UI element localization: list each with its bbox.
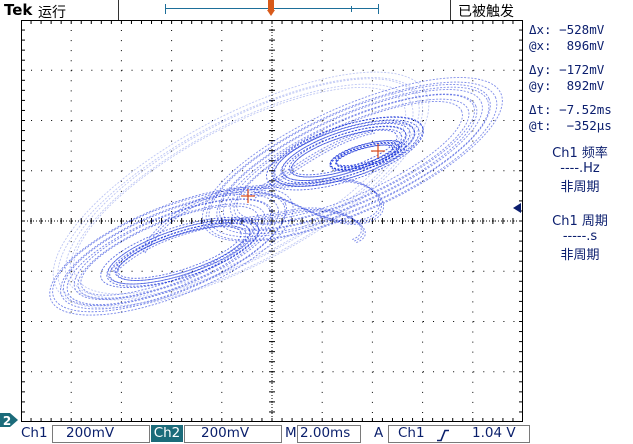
trigger-status: 已被触发	[458, 4, 514, 20]
measurement-value: -----.s	[562, 229, 598, 244]
timebase-value[interactable]: 2.00ms	[300, 425, 351, 441]
measurement-value: ----.Hz	[560, 161, 600, 176]
cursor-at-y: @y: 892mV	[529, 78, 605, 93]
trigger-level-pointer-icon	[513, 203, 521, 213]
ch1-scale-box	[52, 425, 150, 443]
brand-logo: Tek	[4, 1, 33, 19]
measurement-title: Ch1 频率	[552, 146, 608, 161]
ch1-scale[interactable]: 200mV	[66, 425, 115, 441]
cursor-at-x: @x: 896mV	[529, 38, 605, 53]
trigger-position-marker	[267, 0, 275, 16]
top-status-bar: Tek 运行 已被触发	[0, 0, 633, 21]
trigger-box	[388, 425, 530, 443]
measurement-note: 非周期	[560, 248, 600, 263]
xy-trace-plot	[21, 20, 523, 422]
trigger-level[interactable]: 1.04 V	[472, 425, 516, 441]
ch2-position-marker: 2	[0, 413, 18, 428]
rising-edge-icon	[437, 429, 449, 442]
trigger-source[interactable]: Ch1	[398, 425, 425, 441]
measurement-title: Ch1 周期	[552, 214, 608, 229]
ch2-label[interactable]: Ch2	[151, 425, 183, 442]
waveform-display[interactable]	[21, 20, 523, 422]
measurement-ch1-frequency: Ch1 频率 ----.Hz 非周期	[527, 142, 633, 195]
acquisition-status: 运行	[38, 5, 66, 21]
ch1-label[interactable]: Ch1	[21, 425, 48, 441]
timebase-box	[297, 425, 361, 443]
divider	[118, 0, 119, 20]
cursor-at-t: @t: −352µs	[529, 118, 612, 133]
cursor-delta-x: Δx: −528mV	[529, 22, 605, 37]
measurement-note: 非周期	[560, 180, 600, 195]
cursor-delta-y: Δy: −172mV	[529, 62, 605, 77]
cursor-delta-t: Δt: −7.52ms	[529, 102, 612, 117]
readout-panel: Δx: −528mV @x: 896mV Δy: −172mV @y: 892m…	[527, 20, 633, 422]
timebase-label: M	[285, 425, 297, 441]
divider	[450, 0, 451, 20]
ch2-scale-box	[184, 425, 282, 443]
trigger-mode: A	[374, 425, 384, 441]
ch2-scale[interactable]: 200mV	[201, 425, 250, 441]
bottom-status-bar: Ch1 200mV Ch2 200mV M 2.00ms A Ch1 1.04 …	[0, 424, 633, 444]
svg-text:2: 2	[3, 414, 11, 428]
measurement-ch1-period: Ch1 周期 -----.s 非周期	[527, 210, 633, 263]
